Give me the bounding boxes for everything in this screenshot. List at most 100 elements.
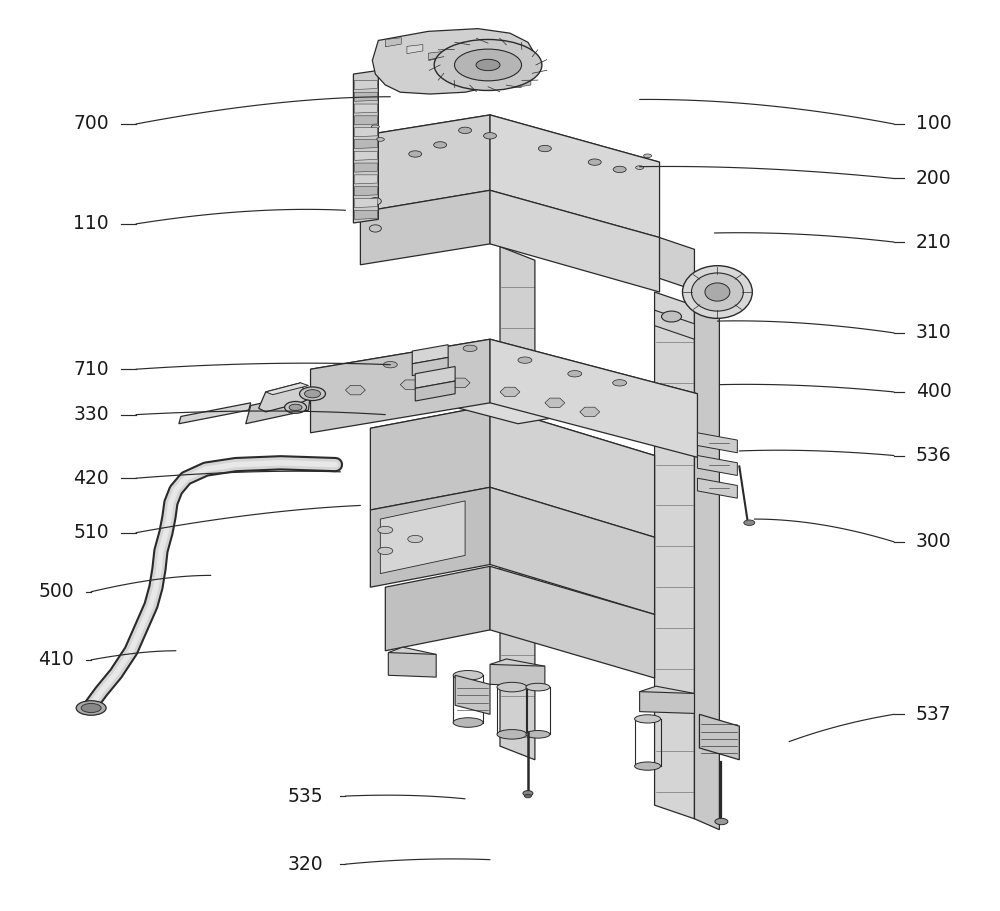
Polygon shape	[354, 92, 377, 101]
Polygon shape	[699, 714, 739, 760]
Polygon shape	[354, 80, 377, 89]
Text: 100: 100	[916, 115, 952, 134]
Ellipse shape	[715, 818, 728, 824]
Polygon shape	[429, 51, 444, 60]
Ellipse shape	[613, 166, 626, 172]
Ellipse shape	[476, 59, 500, 71]
Polygon shape	[385, 37, 401, 46]
Text: 330: 330	[73, 405, 109, 425]
Polygon shape	[407, 45, 423, 54]
Polygon shape	[360, 115, 660, 183]
Ellipse shape	[434, 39, 542, 90]
Polygon shape	[472, 65, 488, 74]
Text: 420: 420	[73, 468, 109, 487]
Polygon shape	[500, 387, 520, 396]
Polygon shape	[259, 383, 309, 412]
Polygon shape	[490, 664, 545, 686]
Text: 210: 210	[916, 232, 952, 251]
Text: 300: 300	[916, 532, 952, 551]
Ellipse shape	[369, 225, 381, 232]
Polygon shape	[450, 378, 470, 387]
Polygon shape	[353, 70, 378, 223]
Ellipse shape	[636, 166, 644, 169]
Ellipse shape	[378, 527, 393, 534]
Ellipse shape	[433, 363, 447, 370]
Ellipse shape	[289, 404, 302, 411]
Ellipse shape	[369, 198, 381, 205]
Ellipse shape	[523, 791, 533, 796]
Ellipse shape	[413, 354, 427, 361]
Ellipse shape	[526, 731, 550, 738]
Ellipse shape	[644, 154, 652, 158]
Ellipse shape	[635, 715, 661, 723]
Polygon shape	[266, 383, 309, 394]
Text: 535: 535	[288, 786, 323, 805]
Polygon shape	[400, 380, 420, 389]
Ellipse shape	[744, 520, 755, 526]
Text: 510: 510	[73, 523, 109, 542]
Polygon shape	[490, 659, 545, 671]
Ellipse shape	[682, 266, 752, 318]
Polygon shape	[580, 407, 600, 416]
Ellipse shape	[453, 718, 483, 727]
Polygon shape	[354, 187, 377, 196]
Polygon shape	[412, 357, 448, 375]
Polygon shape	[412, 344, 448, 363]
Polygon shape	[370, 487, 490, 588]
Polygon shape	[311, 339, 490, 433]
Text: 400: 400	[916, 383, 952, 402]
Polygon shape	[697, 433, 737, 453]
Ellipse shape	[613, 380, 627, 386]
Text: 310: 310	[916, 323, 952, 343]
Polygon shape	[455, 675, 490, 714]
Polygon shape	[388, 652, 436, 677]
Ellipse shape	[305, 390, 320, 398]
Polygon shape	[354, 163, 377, 172]
Ellipse shape	[518, 357, 532, 363]
Polygon shape	[354, 210, 377, 220]
Ellipse shape	[526, 683, 550, 691]
Polygon shape	[179, 403, 251, 424]
Text: 320: 320	[288, 855, 323, 874]
Ellipse shape	[463, 345, 477, 352]
Polygon shape	[415, 366, 455, 388]
Ellipse shape	[285, 402, 307, 414]
Polygon shape	[697, 456, 737, 476]
Polygon shape	[354, 175, 377, 184]
Polygon shape	[493, 72, 509, 81]
Text: 110: 110	[73, 214, 109, 233]
Polygon shape	[697, 478, 737, 498]
Polygon shape	[388, 647, 436, 660]
Polygon shape	[354, 104, 377, 113]
Polygon shape	[490, 567, 655, 678]
Text: 700: 700	[73, 115, 109, 134]
Ellipse shape	[662, 311, 681, 322]
Polygon shape	[385, 567, 490, 650]
Ellipse shape	[81, 703, 101, 712]
Text: 200: 200	[916, 169, 952, 188]
Ellipse shape	[635, 762, 661, 770]
Polygon shape	[515, 78, 531, 87]
Ellipse shape	[568, 371, 582, 377]
Polygon shape	[415, 381, 455, 401]
Polygon shape	[490, 339, 697, 457]
Polygon shape	[500, 247, 535, 760]
Text: 536: 536	[916, 446, 952, 465]
Ellipse shape	[383, 362, 397, 368]
Polygon shape	[246, 392, 311, 424]
Polygon shape	[655, 292, 694, 819]
Ellipse shape	[434, 142, 447, 148]
Ellipse shape	[371, 125, 379, 128]
Text: 537: 537	[916, 705, 952, 724]
Ellipse shape	[300, 387, 325, 401]
Polygon shape	[370, 405, 490, 510]
Polygon shape	[360, 190, 490, 265]
Ellipse shape	[459, 128, 472, 134]
Polygon shape	[660, 238, 694, 291]
Polygon shape	[490, 487, 655, 614]
Ellipse shape	[538, 146, 551, 152]
Polygon shape	[354, 151, 377, 160]
Polygon shape	[372, 28, 535, 94]
Ellipse shape	[497, 682, 527, 691]
Polygon shape	[490, 190, 660, 292]
